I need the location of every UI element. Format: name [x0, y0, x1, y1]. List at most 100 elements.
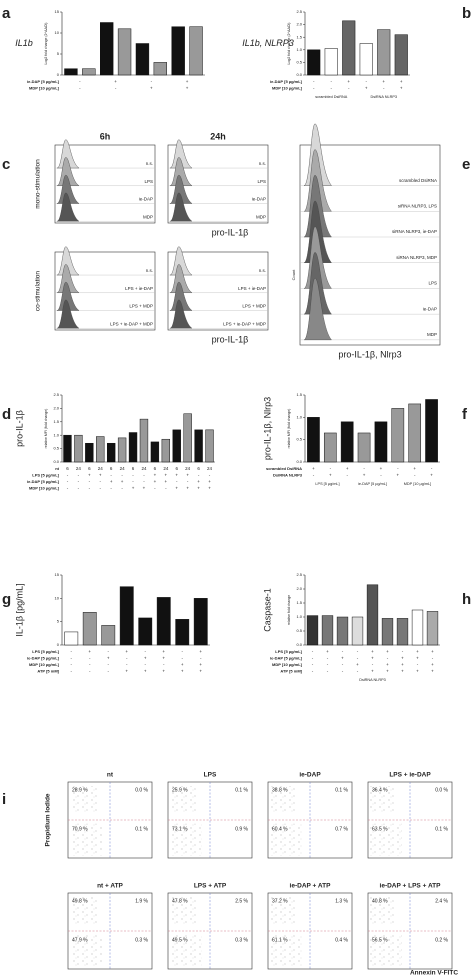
x-label: pro-IL-1β: [212, 227, 249, 237]
condition-cell: -: [312, 656, 314, 661]
condition-cell: +: [199, 662, 202, 667]
quadrant-percent: 61.1 %: [272, 937, 288, 943]
quadrant-percent: 0.0 %: [435, 787, 448, 793]
bar: [357, 432, 371, 463]
condition-cell: +: [181, 662, 184, 667]
condition-cell: -: [67, 473, 69, 478]
bar: [172, 429, 181, 463]
condition-cell: +: [380, 466, 383, 471]
bar: [161, 438, 171, 463]
condition-cell: -: [126, 662, 128, 667]
condition-cell: +: [371, 649, 374, 654]
quadrant-percent: 0.7 %: [335, 826, 348, 832]
y-axis-title: relative fold change: [287, 595, 291, 625]
quadrant-percent: 0.1 %: [135, 826, 148, 832]
condition-cell: -: [67, 486, 69, 491]
condition-name: ie-DAP [5 µg/mL]: [27, 479, 60, 484]
bar: [135, 43, 150, 76]
condition-cell: -: [357, 649, 359, 654]
lane-label: n.s.: [259, 268, 266, 273]
quadrant-percent: 56.5 %: [372, 937, 388, 943]
bar: [96, 436, 105, 463]
condition-name: DsiRNA NLRP3: [273, 473, 303, 478]
condition-cell: 6: [154, 466, 157, 471]
y-tick-label: 1.0: [53, 432, 59, 437]
histogram-peak: [169, 174, 193, 204]
histogram-peak: [56, 264, 80, 293]
plot-title: LPS + ATP: [194, 883, 227, 890]
quadrant-percent: 38.8 %: [272, 787, 288, 793]
lane-label: ie-DAP: [423, 306, 437, 311]
condition-cell: -: [89, 662, 91, 667]
condition-cell: -: [402, 649, 404, 654]
y-axis-title: relative MFI (fold change): [287, 409, 291, 449]
histogram-peak: [56, 174, 80, 204]
lane-label: n.s.: [259, 161, 266, 166]
condition-cell: -: [67, 479, 69, 484]
condition-cell: -: [71, 656, 73, 661]
group-label: DsiRNA NLRP3: [370, 95, 397, 99]
group-label: scrambled DsiRNA: [315, 95, 348, 99]
y-tick-label: 10: [55, 30, 60, 35]
condition-cell: -: [110, 486, 112, 491]
bar: [391, 408, 405, 463]
lane-label: n.s.: [146, 161, 153, 166]
condition-cell: -: [126, 656, 128, 661]
bar: [82, 612, 97, 646]
condition-cell: -: [327, 669, 329, 674]
quadrant-percent: 47.8 %: [172, 898, 188, 904]
histogram-peak: [169, 139, 193, 169]
condition-cell: -: [432, 656, 434, 661]
y-tick-label: 2.0: [296, 586, 302, 591]
condition-cell: +: [186, 473, 189, 478]
quadrant-percent: 0.0 %: [135, 787, 148, 793]
condition-cell: +: [162, 656, 165, 661]
condition-cell: -: [151, 79, 153, 84]
condition-name: MDP [10 µg/mL]: [29, 662, 60, 667]
condition-cell: -: [327, 662, 329, 667]
condition-cell: +: [346, 466, 349, 471]
condition-cell: +: [326, 649, 329, 654]
condition-cell: -: [71, 649, 73, 654]
condition-cell: -: [143, 479, 145, 484]
quadrant-percent: 37.2 %: [272, 898, 288, 904]
condition-cell: -: [372, 662, 374, 667]
condition-cell: +: [208, 479, 211, 484]
condition-cell: +: [144, 656, 147, 661]
condition-cell: -: [108, 669, 110, 674]
quadrant-percent: 25.9 %: [172, 787, 188, 793]
events-upper: [170, 786, 197, 813]
condition-cell: +: [386, 649, 389, 654]
condition-cell: -: [431, 466, 433, 471]
condition-cell: +: [416, 669, 419, 674]
quadrant-percent: 2.4 %: [435, 898, 448, 904]
condition-cell: +: [431, 669, 434, 674]
panel-letter: a: [2, 5, 11, 22]
condition-cell: 24: [163, 466, 169, 471]
condition-cell: +: [329, 473, 332, 478]
condition-cell: -: [342, 669, 344, 674]
lane-label: MDP: [256, 214, 266, 219]
condition-name: ATP [5 mM]: [280, 669, 302, 674]
y-label: Count: [291, 269, 296, 281]
condition-cell: +: [150, 86, 153, 91]
quadrant-percent: 40.8 %: [372, 898, 388, 904]
histogram-peak: [56, 192, 80, 222]
bar: [307, 49, 321, 76]
condition-cell: -: [313, 86, 315, 91]
condition-cell: +: [413, 466, 416, 471]
lane-label: n.s.: [146, 268, 153, 273]
condition-cell: +: [199, 669, 202, 674]
condition-cell: -: [145, 649, 147, 654]
quadrant-percent: 47.9 %: [72, 937, 88, 943]
condition-cell: -: [89, 669, 91, 674]
bar: [156, 597, 171, 646]
bar: [106, 442, 116, 463]
condition-cell: -: [79, 79, 81, 84]
condition-cell: 24: [141, 466, 147, 471]
y-axis-title: relative MFI (fold change): [44, 409, 48, 449]
bar: [117, 28, 132, 76]
events-upper: [270, 786, 297, 813]
bar: [64, 631, 79, 646]
